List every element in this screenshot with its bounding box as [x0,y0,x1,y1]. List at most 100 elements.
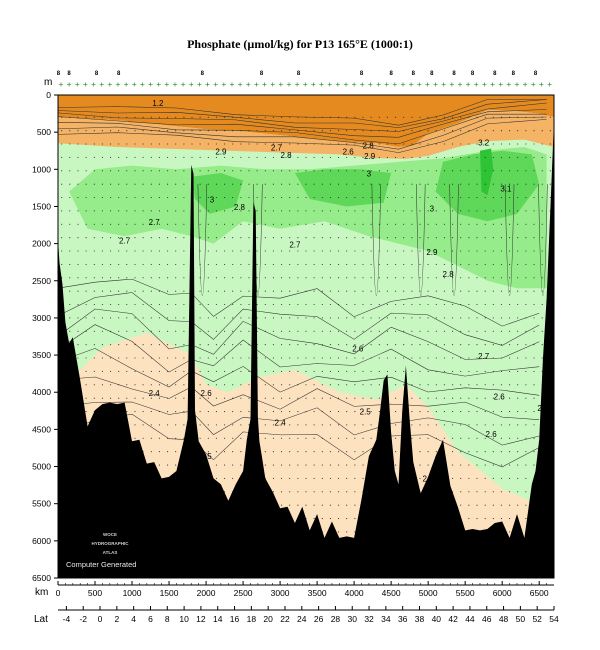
sample-dot [183,210,185,212]
sample-dot [329,411,331,413]
sample-dot [101,263,103,265]
sample-dot [118,397,120,399]
sample-dot [215,357,217,359]
sample-dot [93,170,95,172]
contour-line [57,278,540,327]
sample-dot [354,437,356,439]
depth-tick-label: 0 [46,90,51,100]
sample-dot [232,143,234,145]
sample-dot [419,451,421,453]
sample-dot [101,170,103,172]
sample-dot [378,237,380,239]
sample-dot [378,384,380,386]
sample-dot [240,330,242,332]
sample-dot [509,223,511,225]
sample-dot [476,451,478,453]
sample-dot [460,424,462,426]
sample-dot [452,451,454,453]
sample-dot [61,250,63,252]
sample-dot [158,210,160,212]
sample-dot [427,196,429,199]
sample-dot [93,130,95,132]
sample-dot [305,437,307,439]
sample-dot [419,183,421,185]
sample-dot [517,384,519,386]
sample-dot [248,196,250,199]
sample-dot [321,170,323,172]
sample-dot [395,397,397,399]
sample-dot [289,397,291,399]
sample-dot [484,330,486,332]
band-3.0-3.2-west [294,169,392,207]
contour-label: 2.5 [360,408,372,417]
sample-dot [167,397,169,399]
sample-dot [142,384,144,386]
sample-dot [492,437,494,439]
sample-dot [338,477,340,479]
sample-dot [224,250,226,252]
sample-dot [240,143,242,145]
sample-dot [484,491,486,493]
sample-dot [354,344,356,346]
sample-dot [305,223,307,225]
sample-dot [297,130,299,132]
sample-dot [281,330,283,332]
sample-dot [215,223,217,225]
sample-dot [468,223,470,225]
sample-dot [419,464,421,466]
contour-line [57,348,540,396]
sample-dot [452,170,454,172]
sample-dot [338,263,340,265]
sample-dot [305,303,307,306]
sample-dot [370,223,372,225]
sample-dot [134,183,136,185]
sample-dot [126,196,128,199]
sample-dot [460,344,462,346]
sample-dot [525,303,527,306]
sample-dot [256,196,258,199]
sample-dot [167,464,169,466]
sample-dot [256,250,258,252]
station-plus: + [343,79,348,89]
sample-dot [118,384,120,386]
sample-dot [289,250,291,252]
sample-dot [533,277,535,279]
sample-dot [370,357,372,359]
sample-dot [313,491,315,493]
sample-dot [264,397,266,399]
sample-dot [541,156,543,158]
latitude-tick-label: 0 [98,614,103,624]
sample-dot [362,116,364,118]
sample-dot [158,196,160,199]
sample-dot [346,518,348,520]
sample-dot [289,424,291,426]
sample-dot [346,263,348,265]
sample-dot [167,451,169,453]
sample-dot [272,183,274,185]
sample-dot [329,464,331,466]
sample-dot [500,384,502,386]
station-plus: + [238,79,243,89]
sample-dot [354,183,356,185]
sample-dot [313,411,315,413]
sample-dot [321,277,323,279]
sample-dot [126,130,128,132]
sample-dot [207,156,209,158]
sample-dot [118,116,120,118]
sample-dot [281,317,283,319]
sample-dot [338,330,340,332]
distance-tick-label: 1000 [123,588,142,598]
sample-dot [248,411,250,413]
sample-dot [175,424,177,426]
sample-dot [142,223,144,225]
sample-dot [232,464,234,466]
sample-dot [443,170,445,172]
sample-dot [362,290,364,292]
sample-dot [354,370,356,372]
sample-dot [460,170,462,172]
station-plus: + [392,79,397,89]
sample-dot [460,504,462,506]
sample-dot [77,250,79,252]
station-plus: + [99,79,104,89]
sample-dot [272,250,274,252]
